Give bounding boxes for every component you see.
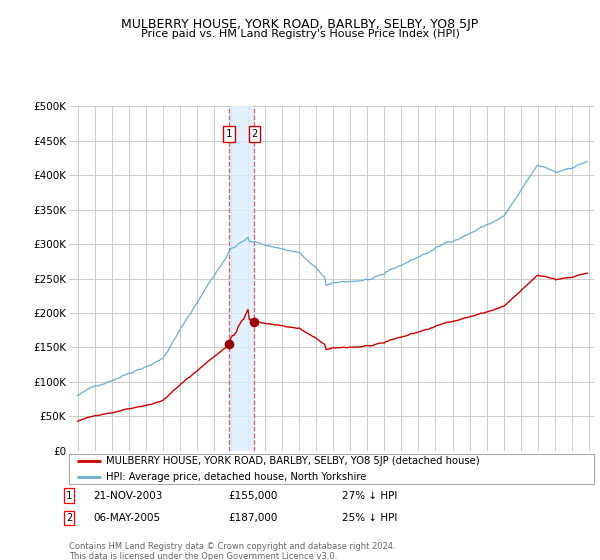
Text: 1: 1 (66, 491, 72, 501)
Text: MULBERRY HOUSE, YORK ROAD, BARLBY, SELBY, YO8 5JP: MULBERRY HOUSE, YORK ROAD, BARLBY, SELBY… (121, 18, 479, 31)
Text: £187,000: £187,000 (228, 513, 277, 523)
Text: HPI: Average price, detached house, North Yorkshire: HPI: Average price, detached house, Nort… (106, 472, 366, 482)
Text: 2: 2 (66, 513, 72, 523)
Text: Contains HM Land Registry data © Crown copyright and database right 2024.: Contains HM Land Registry data © Crown c… (69, 542, 395, 551)
Text: 21-NOV-2003: 21-NOV-2003 (93, 491, 163, 501)
Bar (229, 106, 254, 451)
Text: MULBERRY HOUSE, YORK ROAD, BARLBY, SELBY, YO8 5JP (detached house): MULBERRY HOUSE, YORK ROAD, BARLBY, SELBY… (106, 456, 479, 466)
Text: 27% ↓ HPI: 27% ↓ HPI (342, 491, 397, 501)
Text: Price paid vs. HM Land Registry's House Price Index (HPI): Price paid vs. HM Land Registry's House … (140, 29, 460, 39)
Text: £155,000: £155,000 (228, 491, 277, 501)
Text: 1: 1 (226, 129, 232, 139)
Text: This data is licensed under the Open Government Licence v3.0.: This data is licensed under the Open Gov… (69, 552, 337, 560)
Text: 2: 2 (251, 129, 257, 139)
Text: 25% ↓ HPI: 25% ↓ HPI (342, 513, 397, 523)
Text: 06-MAY-2005: 06-MAY-2005 (93, 513, 160, 523)
